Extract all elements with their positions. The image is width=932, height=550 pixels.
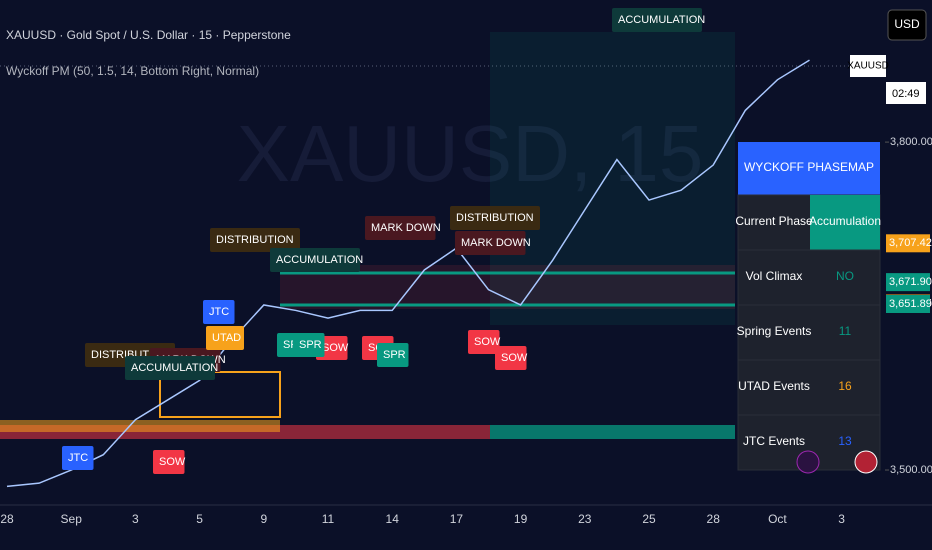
annotation-label: UTAD	[212, 332, 241, 344]
price-level-tag	[886, 294, 930, 313]
annotation-label: SOW	[322, 342, 349, 354]
x-tick-label: 23	[578, 512, 592, 526]
annotation-box	[206, 326, 244, 350]
x-tick-label: 28	[707, 512, 721, 526]
x-tick-label: 9	[260, 512, 267, 526]
annotation-label: ACCUMULATION	[618, 14, 705, 26]
x-tick-label: 28	[0, 512, 14, 526]
annotation-label: SOW	[474, 336, 501, 348]
table-title: WYCKOFF PHASEMAP	[744, 160, 874, 174]
table-header	[738, 142, 880, 195]
table-cell: 11	[839, 324, 852, 338]
table-cell: Accumulation	[809, 214, 881, 228]
y-tick-label: 3,800.00	[890, 136, 932, 148]
countdown-label: 02:49	[892, 88, 920, 100]
watermark: XAUUSD, 15	[237, 109, 704, 198]
y-tick-label: 3,500.00	[890, 464, 932, 476]
currency-button-label[interactable]: USD	[894, 17, 920, 31]
table-cell: Spring Events	[737, 324, 812, 338]
price-level-label: 3,707.42	[889, 237, 932, 249]
table-cell: 13	[838, 434, 852, 448]
annotation-box	[270, 248, 360, 272]
annotation-box	[455, 231, 526, 255]
annotation-box	[365, 216, 436, 240]
symbol-tag-label: XAUUSD	[847, 61, 889, 72]
annotation-label: DISTRIBUTION	[216, 234, 294, 246]
x-tick-label: 3	[838, 512, 845, 526]
table-cell: Current Phase	[735, 214, 813, 228]
price-level-label: 3,651.89	[889, 298, 932, 310]
phasemap-table: WYCKOFF PHASEMAP Current PhaseAccumulatio…	[735, 142, 881, 471]
annotation-label: MARK DOWN	[371, 222, 441, 234]
alert-icon[interactable]	[796, 450, 820, 474]
table-cell: NO	[836, 269, 854, 283]
x-tick-label: 25	[642, 512, 656, 526]
price-level-tag	[886, 234, 930, 253]
annotation-label: ACCUMULATION	[276, 254, 363, 266]
accumulation-zone	[490, 32, 735, 325]
flag-icon[interactable]	[854, 450, 878, 474]
annotation-label: SPR	[383, 349, 406, 361]
annotation-label: SOW	[501, 352, 528, 364]
annotation-label: MARK DOWN	[461, 237, 531, 249]
annotation-box	[153, 450, 185, 474]
annotation-label: JTC	[68, 452, 88, 464]
x-tick-label: 3	[132, 512, 139, 526]
table-cell: UTAD Events	[738, 379, 810, 393]
annotation-box	[468, 330, 500, 354]
table-cell: 16	[838, 379, 852, 393]
price-level-tag	[886, 273, 930, 292]
annotation-box	[210, 228, 300, 252]
annotation-label: DISTRIBUTION	[456, 212, 534, 224]
annotation-box	[125, 356, 215, 380]
table-row	[737, 249, 881, 306]
countdown-tag	[886, 82, 926, 104]
currency-button[interactable]	[887, 9, 927, 41]
table-cell: Vol Climax	[746, 269, 803, 283]
x-tick-label: 11	[322, 512, 335, 526]
annotation-label: SOW	[159, 456, 186, 468]
annotation-label: SPR	[299, 339, 322, 351]
table-row	[737, 304, 881, 361]
annotation-box	[293, 333, 325, 357]
x-tick-label: 19	[514, 512, 528, 526]
symbol-tag	[850, 55, 886, 77]
price-level-label: 3,671.90	[889, 276, 932, 288]
indicator-title: Wyckoff PM (50, 1.5, 14, Bottom Right, N…	[6, 64, 259, 78]
phase-cell	[810, 195, 880, 250]
orange-band	[0, 420, 280, 432]
annotation-label: ACCUMULATION	[131, 362, 218, 374]
annotation-box	[377, 343, 409, 367]
x-tick-label: 17	[450, 512, 464, 526]
x-tick-label: 14	[386, 512, 400, 526]
box	[159, 371, 281, 418]
x-tick-label: Oct	[768, 512, 787, 526]
annotation-box	[450, 206, 540, 230]
table-cell: JTC Events	[743, 434, 805, 448]
annotation-label: JTC	[209, 306, 229, 318]
annotation-box	[495, 346, 527, 370]
symbol-title: XAUUSD · Gold Spot / U.S. Dollar · 15 · …	[6, 28, 291, 42]
x-tick-label: Sep	[61, 512, 83, 526]
annotation-box	[612, 8, 702, 32]
price-line	[6, 59, 810, 488]
annotation-box	[62, 446, 94, 470]
annotation-box	[203, 300, 235, 324]
support-band	[490, 425, 735, 439]
x-tick-label: 5	[196, 512, 203, 526]
